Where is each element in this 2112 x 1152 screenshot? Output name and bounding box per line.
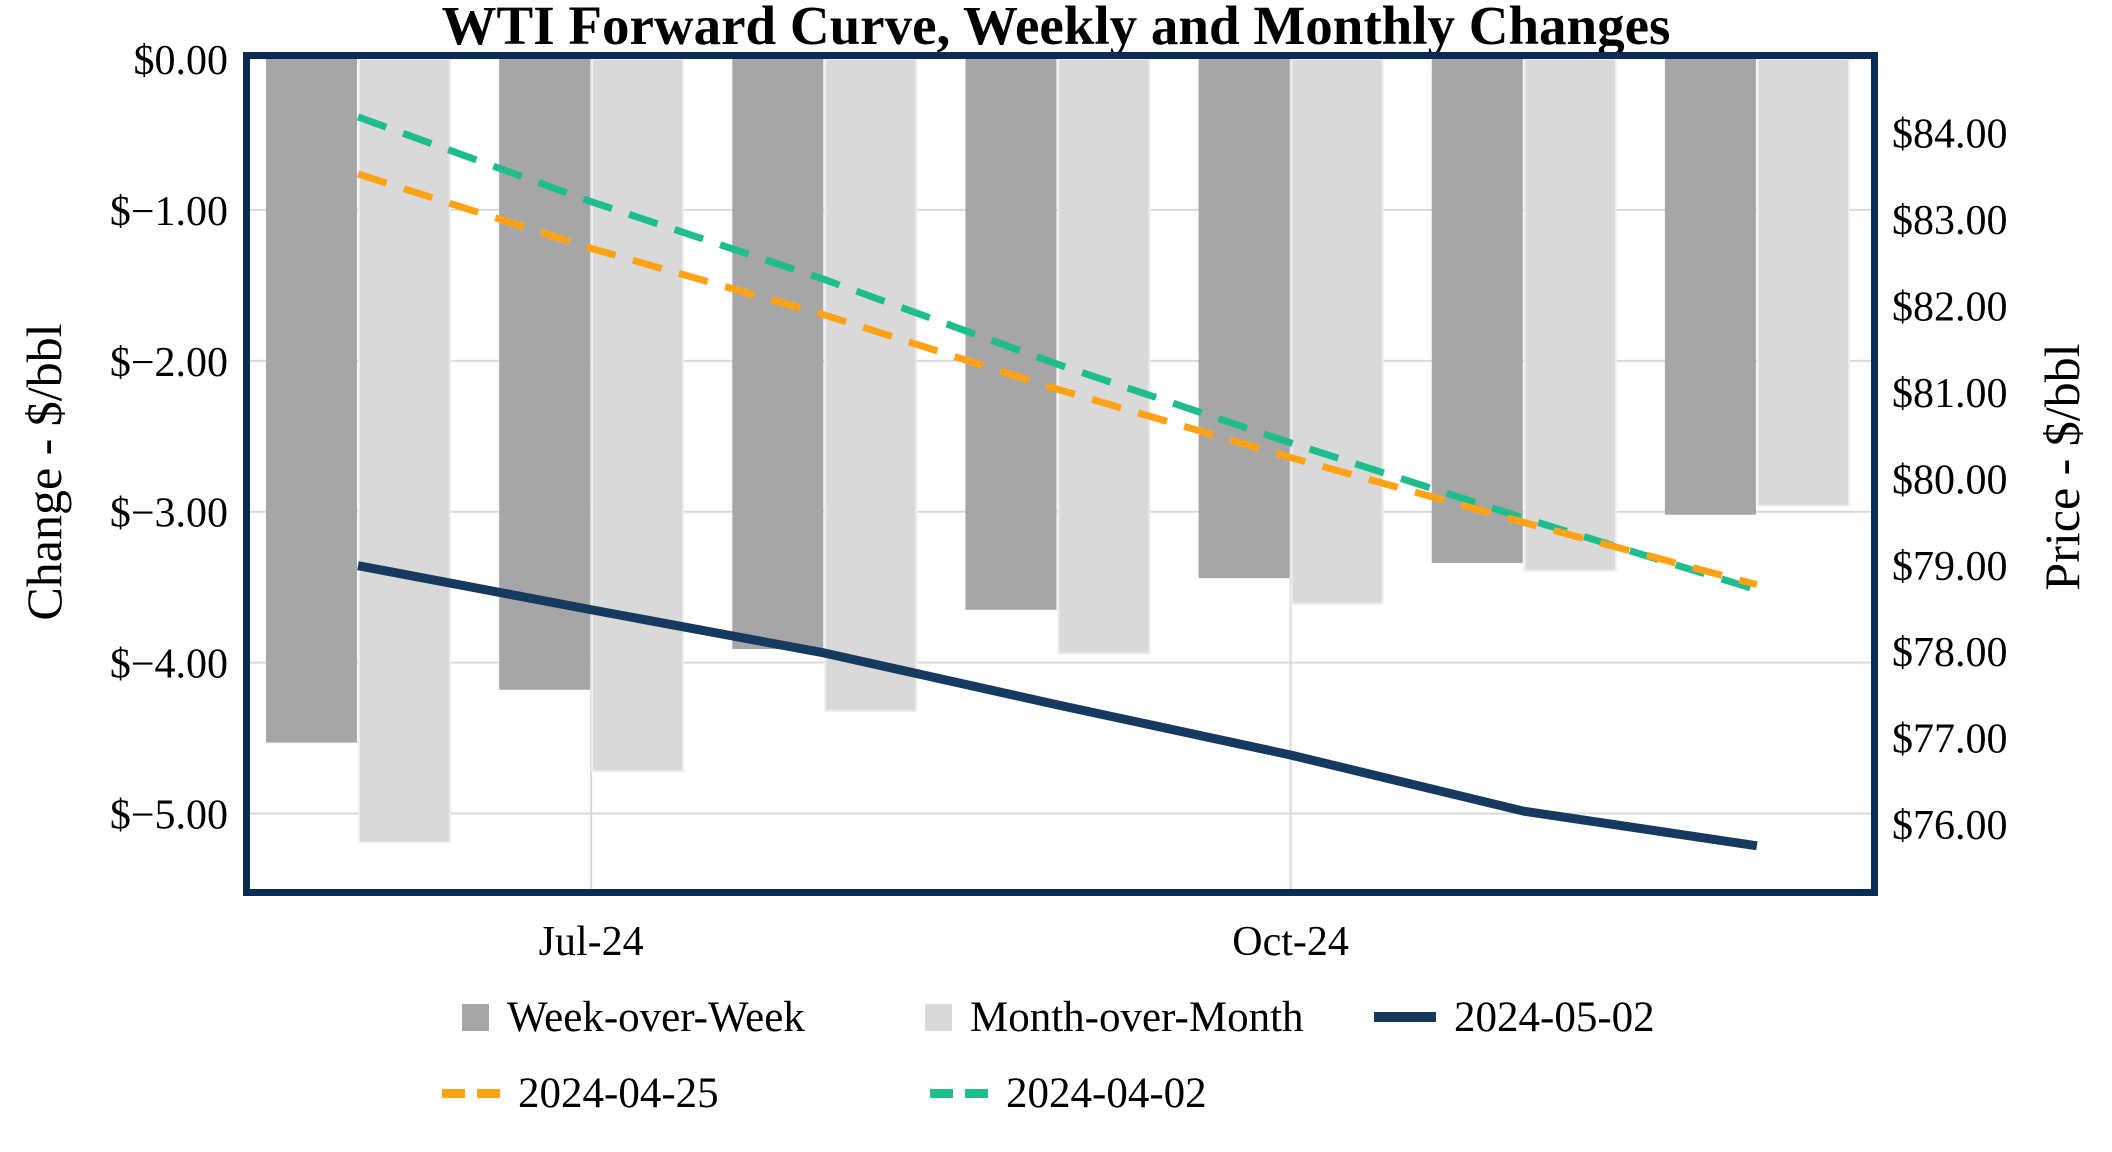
bar-month-over-month-4 <box>1290 58 1384 605</box>
bar-week-over-week-0 <box>266 59 357 743</box>
legend-label: 2024-05-02 <box>1454 993 1655 1041</box>
chart-title: WTI Forward Curve, Weekly and Monthly Ch… <box>441 0 1671 56</box>
dashed-line-swatch <box>442 1088 500 1098</box>
legend-item-2024-04-25: 2024-04-25 <box>442 1069 719 1117</box>
bar-month-over-month-1 <box>591 58 685 773</box>
legend-item-2024-05-02: 2024-05-02 <box>1374 993 1655 1041</box>
legend-label: Week-over-Week <box>507 993 805 1041</box>
right-tick-label: $77.00 <box>1892 717 2008 763</box>
bar-week-over-week-6 <box>1664 59 1756 515</box>
left-tick-label: $−5.00 <box>110 793 228 839</box>
right-tick-label: $80.00 <box>1892 457 2008 503</box>
solid-line-swatch <box>1374 1012 1436 1022</box>
bar-month-over-month-2 <box>824 58 918 712</box>
left-tick-label: $−3.00 <box>110 491 228 537</box>
week-over-week-swatch <box>462 1003 489 1031</box>
left-tick-label: $−4.00 <box>110 642 228 688</box>
bar-month-over-month-6 <box>1756 58 1850 507</box>
bar-week-over-week-2 <box>732 59 824 650</box>
bar-week-over-week-5 <box>1431 59 1523 564</box>
bar-week-over-week-4 <box>1198 59 1290 579</box>
bar-month-over-month-3 <box>1057 58 1151 655</box>
bar-month-over-month-5 <box>1523 58 1617 572</box>
legend-label: Month-over-Month <box>970 993 1304 1041</box>
line-2024-04-02 <box>356 113 1758 594</box>
plot-border <box>243 52 1878 896</box>
bar-week-over-week-3 <box>965 59 1057 610</box>
left-tick-label: $−2.00 <box>110 340 228 386</box>
legend-item-week-over-week: Week-over-Week <box>462 993 805 1041</box>
right-tick-label: $78.00 <box>1892 630 2008 676</box>
x-tick-label: Oct-24 <box>1232 919 1349 965</box>
x-tick-label: Jul-24 <box>539 919 644 965</box>
line-2024-04-25 <box>356 170 1758 589</box>
right-tick-label: $79.00 <box>1892 544 2008 590</box>
left-tick-label: $0.00 <box>134 38 229 84</box>
left-tick-label: $−1.00 <box>110 189 228 235</box>
line-2024-05-02 <box>357 561 1758 851</box>
legend-label: 2024-04-02 <box>1006 1069 1207 1117</box>
right-tick-label: $84.00 <box>1892 111 2008 157</box>
bar-week-over-week-1 <box>499 59 591 690</box>
right-tick-label: $81.00 <box>1892 371 2008 417</box>
dashed-line-swatch <box>930 1088 988 1098</box>
legend-item-2024-04-02: 2024-04-02 <box>930 1069 1207 1117</box>
month-over-month-swatch <box>925 1003 952 1031</box>
legend-label: 2024-04-25 <box>518 1069 719 1117</box>
right-tick-label: $82.00 <box>1892 284 2008 330</box>
right-tick-label: $83.00 <box>1892 198 2008 244</box>
right-tick-label: $76.00 <box>1892 803 2008 849</box>
legend-item-month-over-month: Month-over-Month <box>925 993 1304 1041</box>
